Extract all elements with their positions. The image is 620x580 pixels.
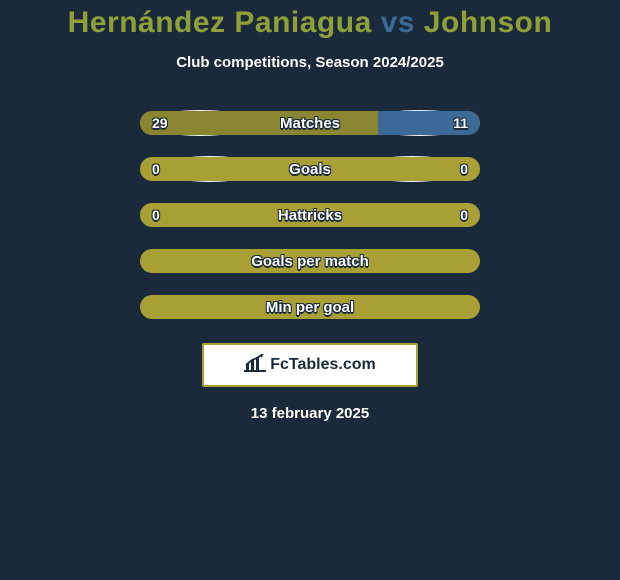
stat-bar: Goals per match	[140, 249, 480, 273]
logo-box: FcTables.com	[202, 343, 418, 387]
subtitle: Club competitions, Season 2024/2025	[176, 54, 444, 71]
stat-bar: 2911Matches	[140, 111, 480, 135]
stat-row: 00Goals	[140, 157, 480, 181]
stat-bar: 00Goals	[140, 157, 480, 181]
date-label: 13 february 2025	[251, 405, 369, 422]
stat-bar: 00Hattricks	[140, 203, 480, 227]
title-player2: Johnson	[415, 6, 552, 39]
stat-label: Hattricks	[140, 207, 480, 224]
stat-label: Matches	[140, 115, 480, 132]
stat-row: Min per goal	[140, 295, 480, 319]
stat-bars: 2911Matches 00Goals 00Hattricks Goals per m…	[140, 111, 480, 341]
stat-label: Goals	[140, 161, 480, 178]
stat-label: Goals per match	[140, 253, 480, 270]
logo-text: FcTables.com	[270, 356, 376, 374]
title-player1: Hernández Paniagua	[68, 6, 381, 39]
chart-icon	[244, 354, 266, 377]
comparison-infographic: Hernández Paniagua vs Johnson Club compe…	[0, 0, 620, 580]
stat-bar: Min per goal	[140, 295, 480, 319]
stat-label: Min per goal	[140, 299, 480, 316]
stat-row: 2911Matches	[140, 111, 480, 135]
stat-row: 00Hattricks	[140, 203, 480, 227]
page-title: Hernández Paniagua vs Johnson	[68, 6, 553, 40]
title-vs: vs	[381, 6, 415, 39]
stat-row: Goals per match	[140, 249, 480, 273]
